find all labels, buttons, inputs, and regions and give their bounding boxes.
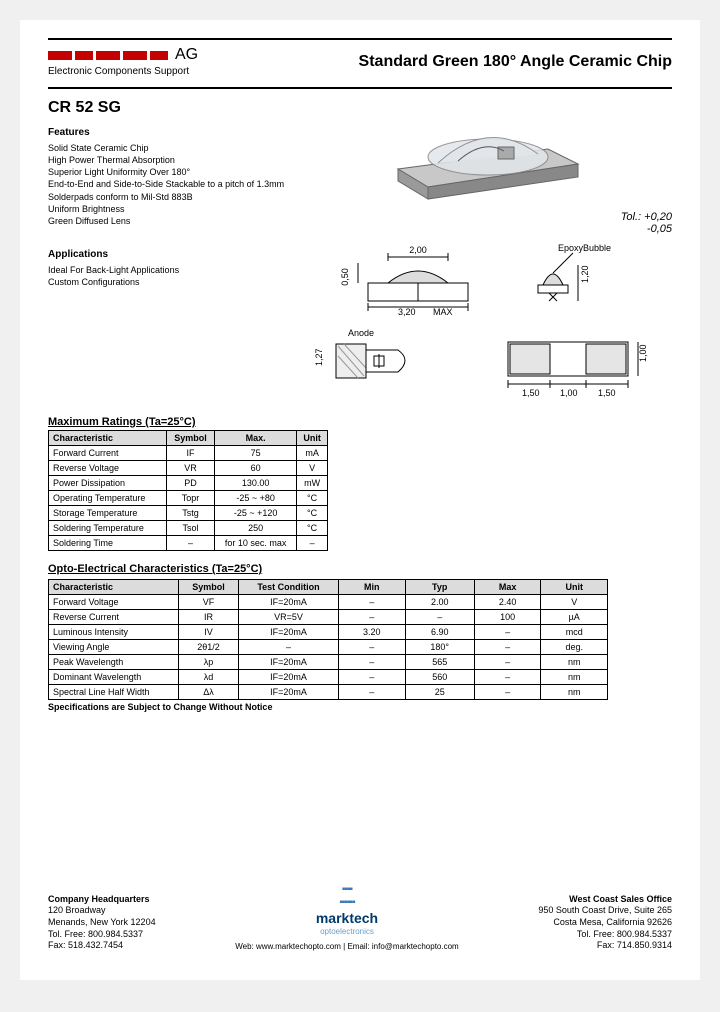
- dimension-drawings: 2,00 0,50 3,20 MAX EpoxyBubble: [298, 235, 668, 405]
- table-row: Soldering TemperatureTsol250°C: [49, 521, 328, 536]
- logo-bar: [96, 51, 120, 60]
- footer-west: West Coast Sales Office 950 South Coast …: [538, 894, 672, 952]
- west-line: Costa Mesa, California 92626: [553, 917, 672, 927]
- feature-item: Superior Light Uniformity Over 180°: [48, 166, 288, 178]
- west-line: Fax: 714.850.9314: [597, 940, 672, 950]
- table-row: Power DissipationPD130.00mW: [49, 476, 328, 491]
- feature-item: High Power Thermal Absorption: [48, 154, 288, 166]
- dim-pad-r: 1,50: [598, 388, 616, 398]
- logo-subtitle: Electronic Components Support: [48, 66, 198, 77]
- application-item: Custom Configurations: [48, 276, 288, 288]
- epoxy-label: EpoxyBubble: [558, 243, 611, 253]
- table-row: Dominant WavelengthλdIF=20mA–560–nm: [49, 670, 608, 685]
- tolerance-neg: -0,05: [647, 223, 672, 235]
- header-rule: [48, 87, 672, 89]
- hq-title: Company Headquarters: [48, 894, 150, 904]
- mt-sub: optoelectronics: [235, 927, 458, 937]
- hq-line: 120 Broadway: [48, 905, 106, 915]
- dim-max: MAX: [433, 307, 453, 317]
- opto-title: Opto-Electrical Characteristics (Ta=25°C…: [48, 563, 672, 575]
- table-row: Soldering Time–for 10 sec. max–: [49, 536, 328, 551]
- table-row: Reverse VoltageVR60V: [49, 461, 328, 476]
- max-ratings-table: Characteristic Symbol Max. Unit Forward …: [48, 430, 328, 551]
- feature-item: Green Diffused Lens: [48, 215, 288, 227]
- dim-bubble-h: 1,20: [580, 265, 590, 283]
- features-list: Solid State Ceramic Chip High Power Ther…: [48, 142, 288, 227]
- hq-line: Tol. Free: 800.984.5337: [48, 929, 143, 939]
- col-symbol: Symbol: [166, 431, 214, 446]
- col-unit: Unit: [297, 431, 328, 446]
- table-header-row: Characteristic Symbol Max. Unit: [49, 431, 328, 446]
- page-title: Standard Green 180° Angle Ceramic Chip: [359, 53, 672, 71]
- chip-3d-illustration: [368, 99, 608, 204]
- table-header-row: Characteristic Symbol Test Condition Min…: [49, 580, 608, 595]
- spec-note: Specifications are Subject to Change Wit…: [48, 702, 672, 712]
- dim-top-h: 0,50: [340, 268, 350, 286]
- footer-hq: Company Headquarters 120 Broadway Menand…: [48, 894, 156, 952]
- applications-list: Ideal For Back-Light Applications Custom…: [48, 264, 288, 288]
- anode-label: Anode: [348, 328, 374, 338]
- dim-pad-l: 1,50: [522, 388, 540, 398]
- hq-line: Fax: 518.432.7454: [48, 940, 123, 950]
- logo-bar: [75, 51, 93, 60]
- applications-heading: Applications: [48, 249, 288, 260]
- feature-item: Uniform Brightness: [48, 203, 288, 215]
- tolerance-pos: +0,20: [644, 211, 672, 223]
- dim-foot-h: 1,00: [638, 344, 648, 362]
- mt-name: marktech: [235, 909, 458, 927]
- opto-table: Characteristic Symbol Test Condition Min…: [48, 579, 608, 700]
- table-row: Forward CurrentIF75mA: [49, 446, 328, 461]
- datasheet-page: AG Electronic Components Support Standar…: [20, 20, 700, 980]
- dim-side-h: 1,27: [314, 348, 324, 366]
- table-row: Forward VoltageVFIF=20mA–2.002.40V: [49, 595, 608, 610]
- max-ratings-title: Maximum Ratings (Ta=25°C): [48, 416, 328, 428]
- part-number: CR 52 SG: [48, 99, 288, 117]
- col-max: Max.: [215, 431, 297, 446]
- application-item: Ideal For Back-Light Applications: [48, 264, 288, 276]
- dots-icon: ▪▪▪▪▪▪▪▪▪▪: [235, 883, 458, 909]
- mt-web: Web: www.marktechopto.com | Email: info@…: [235, 942, 458, 952]
- table-row: Spectral Line Half WidthΔλIF=20mA–25–nm: [49, 685, 608, 700]
- col-char: Characteristic: [49, 431, 167, 446]
- features-heading: Features: [48, 127, 288, 138]
- logo-bar: [123, 51, 147, 60]
- footer: Company Headquarters 120 Broadway Menand…: [48, 883, 672, 952]
- feature-item: Solderpads conform to Mil-Std 883B: [48, 191, 288, 203]
- diagrams-column: Tol.: +0,20 -0,05 2,00 0,50 3,20 MAX: [298, 99, 672, 408]
- tables: Maximum Ratings (Ta=25°C) Characteristic…: [48, 416, 672, 712]
- logo-bar: [150, 51, 168, 60]
- west-line: 950 South Coast Drive, Suite 265: [538, 905, 672, 915]
- table-row: Operating TemperatureTopr-25 ~ +80°C: [49, 491, 328, 506]
- dim-base-w: 3,20: [398, 307, 416, 317]
- feature-item: Solid State Ceramic Chip: [48, 142, 288, 154]
- table-row: Peak WavelengthλpIF=20mA–565–nm: [49, 655, 608, 670]
- dim-pad-m: 1,00: [560, 388, 578, 398]
- tolerance: Tol.: +0,20 -0,05: [298, 211, 672, 235]
- feature-item: End-to-End and Side-to-Side Stackable to…: [48, 178, 288, 190]
- tolerance-label: Tol.:: [621, 211, 641, 223]
- dim-top-w: 2,00: [409, 245, 427, 255]
- elcos-logo: AG Electronic Components Support: [48, 46, 198, 77]
- marktech-logo: ▪▪▪▪▪▪▪▪▪▪ marktech optoelectronics Web:…: [235, 883, 458, 952]
- table-row: Luminous IntensityIVIF=20mA3.206.90–mcd: [49, 625, 608, 640]
- west-line: Tol. Free: 800.984.5337: [577, 929, 672, 939]
- left-column: CR 52 SG Features Solid State Ceramic Ch…: [48, 99, 288, 408]
- table-row: Viewing Angle2θ1/2––180°–deg.: [49, 640, 608, 655]
- logo-suffix: AG: [175, 46, 198, 64]
- table-row: Storage TemperatureTstg-25 ~ +120°C: [49, 506, 328, 521]
- logo-bar: [48, 51, 72, 60]
- hq-line: Menands, New York 12204: [48, 917, 156, 927]
- header: AG Electronic Components Support Standar…: [48, 40, 672, 87]
- table-row: Reverse CurrentIRVR=5V––100µA: [49, 610, 608, 625]
- west-title: West Coast Sales Office: [569, 894, 672, 904]
